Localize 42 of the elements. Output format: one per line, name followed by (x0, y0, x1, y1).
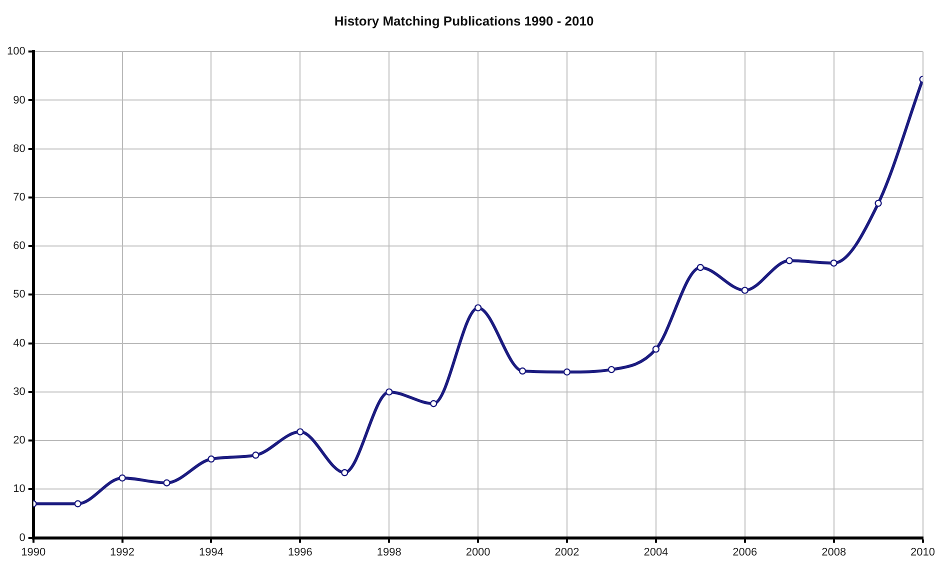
point (341, 469, 348, 476)
y-tick-label: 40 (13, 337, 26, 350)
x-tick-label: 1998 (376, 546, 402, 558)
point (786, 257, 793, 264)
y-tick-label: 20 (13, 434, 26, 447)
point (608, 366, 616, 374)
x-tick-label: 2008 (822, 546, 846, 558)
point (296, 428, 304, 436)
x-tick-label: 2000 (466, 546, 490, 558)
point (518, 367, 526, 375)
y-tick-label: 10 (13, 483, 26, 496)
x-tick-label: 2002 (554, 546, 580, 558)
y-tick-label: 50 (13, 288, 26, 301)
point (563, 368, 571, 376)
y-tick-label: 90 (13, 94, 26, 106)
y-tick-label: 100 (6, 46, 26, 58)
y-tick-label: 70 (13, 191, 26, 204)
y-tick-label: 0 (19, 532, 26, 544)
point (163, 479, 170, 486)
point (430, 400, 438, 408)
x-tick-label: 1990 (21, 546, 46, 558)
chart-title: History Matching Publications 1990 - 2010 (334, 13, 594, 28)
point (208, 455, 215, 463)
point (252, 452, 260, 459)
point (652, 346, 660, 353)
x-tick-label: 1996 (288, 546, 312, 558)
y-tick-label: 80 (13, 142, 26, 155)
x-tick-label: 2006 (732, 546, 758, 558)
point (386, 388, 393, 396)
x-tick-label: 1994 (198, 546, 224, 558)
point (696, 264, 704, 272)
x-tick-label: 1992 (110, 546, 135, 558)
y-tick-label: 60 (13, 240, 26, 252)
x-tick-label: 2010 (910, 546, 936, 558)
point (74, 500, 82, 508)
point (830, 259, 838, 267)
point (474, 304, 482, 312)
point (118, 474, 126, 482)
point (874, 200, 882, 207)
point (741, 286, 748, 294)
x-tick-label: 2004 (644, 546, 668, 558)
y-tick-label: 30 (13, 386, 26, 398)
